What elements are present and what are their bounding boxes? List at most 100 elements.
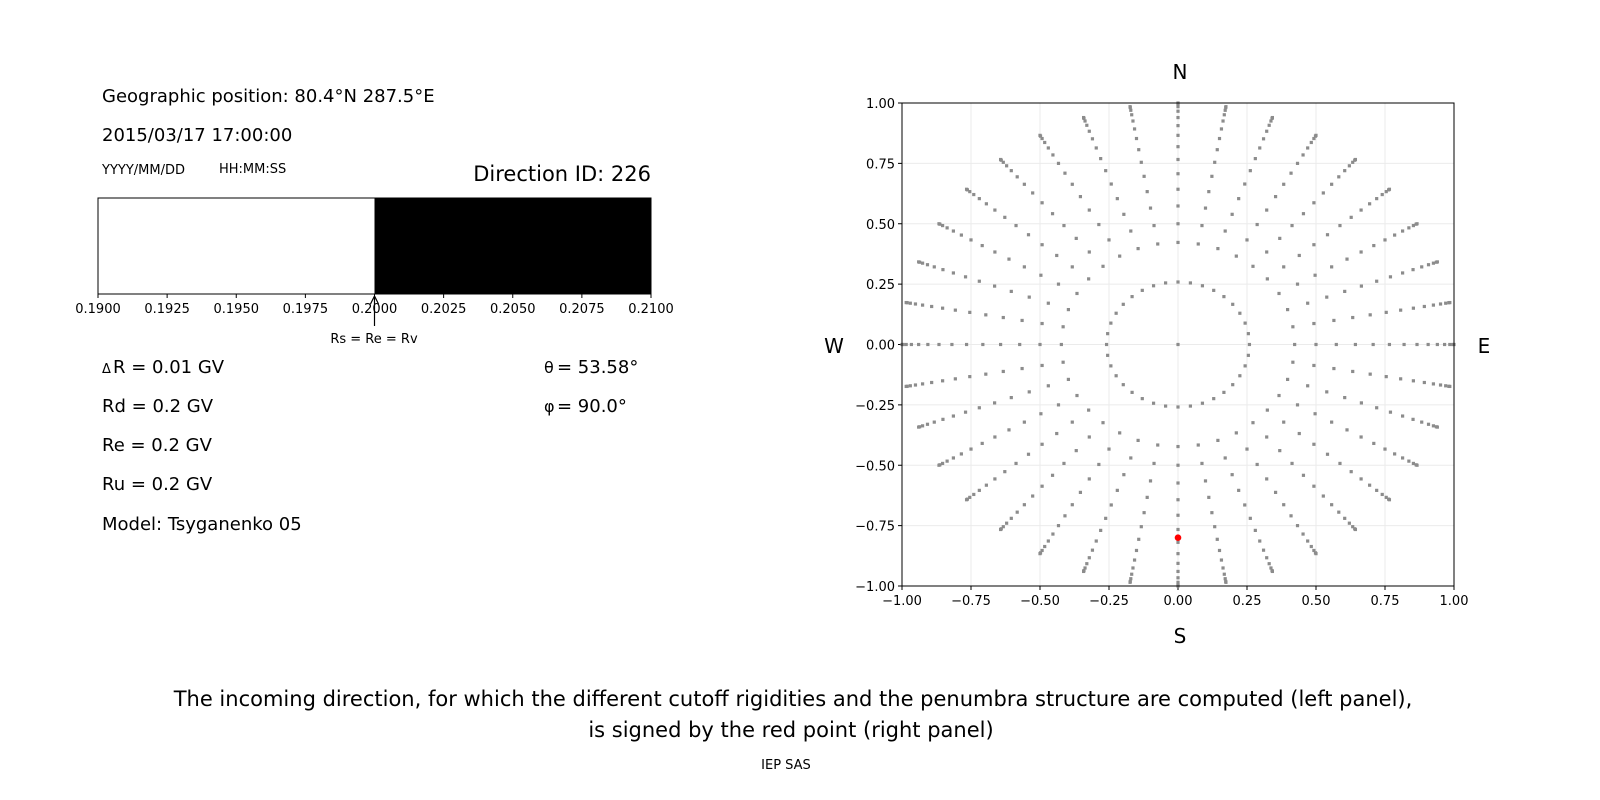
direction-point [1082, 569, 1086, 574]
direction-point [951, 456, 955, 460]
direction-point [1040, 548, 1044, 553]
x-tick-label: 0.1900 [75, 302, 121, 317]
direction-point [1020, 366, 1024, 371]
direction-point [1286, 307, 1290, 312]
direction-point [1106, 353, 1110, 357]
direction-point [1314, 133, 1318, 137]
direction-point [1062, 461, 1066, 466]
x-tick-label: 0.1925 [144, 302, 190, 317]
direction-point [1301, 153, 1305, 157]
direction-point [1325, 452, 1330, 456]
direction-point [1309, 544, 1313, 549]
direction-point [1140, 288, 1144, 292]
direction-point [1312, 442, 1316, 446]
direction-point [1401, 456, 1405, 460]
direction-point [1332, 318, 1336, 323]
direction-point [1114, 311, 1118, 315]
direction-point [1401, 271, 1405, 275]
direction-point [1359, 477, 1363, 481]
direction-point [930, 380, 934, 385]
direction-point [1055, 253, 1059, 258]
direction-point [972, 492, 976, 497]
direction-point [1134, 136, 1139, 141]
direction-point [1223, 108, 1227, 112]
direction-point [1251, 264, 1255, 268]
direction-point [1031, 191, 1035, 195]
direction-point [1330, 182, 1334, 186]
direction-point [1022, 503, 1026, 507]
direction-point [1083, 566, 1087, 570]
direction-point [1188, 404, 1193, 408]
direction-point [1114, 374, 1118, 378]
direction-point [1151, 284, 1156, 288]
direction-point [1231, 383, 1235, 387]
direction-point [1003, 470, 1007, 474]
direction-point [1176, 527, 1180, 532]
direction-point [1399, 308, 1403, 312]
direction-point [1384, 375, 1388, 379]
direction-point [1347, 521, 1351, 525]
direction-point [1176, 540, 1180, 544]
direction-point [1200, 461, 1204, 466]
direction-point [1176, 115, 1180, 120]
direction-point [1007, 428, 1011, 432]
direction-point [941, 268, 945, 272]
direction-point [1248, 169, 1252, 173]
direction-point [963, 275, 968, 279]
x-tick-label: 1.00 [1440, 594, 1469, 609]
direction-point [1337, 510, 1341, 514]
direction-point [977, 197, 981, 201]
direction-point [1046, 301, 1050, 305]
direction-point [1107, 238, 1111, 242]
direction-point [1200, 223, 1204, 228]
direction-point [1063, 171, 1067, 175]
y-tick-label: 1.00 [866, 97, 895, 112]
direction-point [1273, 490, 1278, 494]
direction-point [941, 306, 945, 310]
direction-point [1109, 364, 1113, 368]
direction-point [1176, 240, 1180, 245]
direction-point [1207, 495, 1211, 499]
direction-point [917, 260, 921, 264]
direction-point [1043, 140, 1047, 145]
direction-point [953, 308, 957, 312]
direction-point [1075, 291, 1079, 296]
direction-point [964, 187, 969, 191]
direction-point [1056, 403, 1061, 407]
direction-point [1082, 115, 1086, 120]
direction-point [1332, 366, 1336, 371]
direction-point [917, 342, 921, 347]
x-tick-label: 0.2075 [559, 302, 605, 317]
direction-point [1267, 562, 1271, 566]
direction-point [1415, 463, 1419, 467]
direction-point [1136, 246, 1140, 251]
direction-point [1245, 238, 1249, 242]
direction-point [1040, 363, 1044, 368]
direction-point [1152, 223, 1156, 228]
compass-s: S [1174, 624, 1187, 648]
direction-point [1087, 129, 1091, 133]
direction-point [1325, 390, 1329, 394]
direction-point [1216, 246, 1220, 251]
direction-point [1309, 140, 1313, 145]
direction-point [1265, 477, 1269, 481]
direction-point [1265, 408, 1269, 412]
x-tick-label: −1.00 [882, 594, 922, 609]
direction-point [1224, 105, 1228, 109]
direction-point [1312, 363, 1316, 368]
direction-point [1415, 342, 1419, 347]
direction-point [1372, 441, 1376, 446]
direction-point [984, 202, 988, 206]
direction-point [1431, 424, 1436, 428]
direction-point [1061, 360, 1065, 364]
direction-point [909, 342, 914, 347]
direction-point [1265, 435, 1269, 439]
direction-scatter-chart: −1.00−1.00 −0.75 −0.75 −0.50 −0.50 −0.25 −0.25… [855, 97, 1468, 609]
direction-point [1212, 397, 1216, 401]
direction-point [1094, 146, 1098, 150]
direction-point [1278, 449, 1282, 453]
direction-point [1087, 556, 1091, 560]
direction-point [1099, 157, 1103, 161]
direction-point [980, 243, 984, 248]
